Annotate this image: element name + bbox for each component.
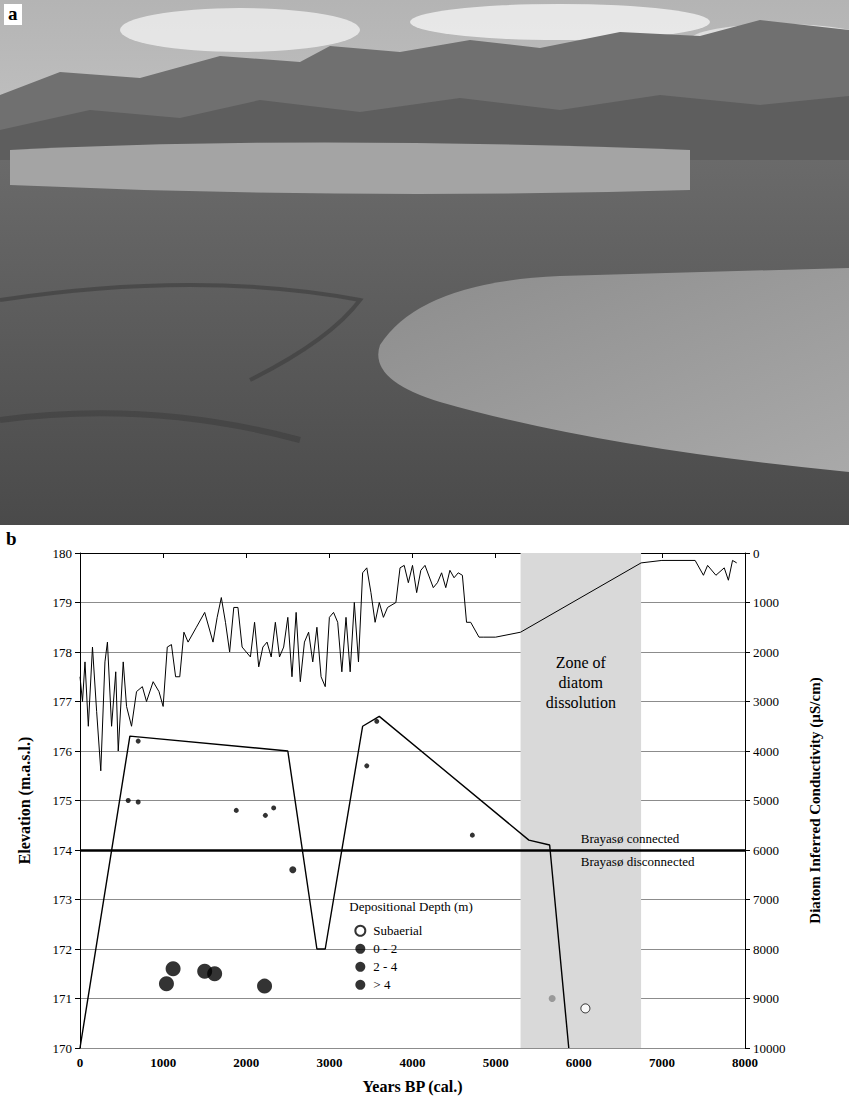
svg-text:172: 172 bbox=[53, 942, 73, 957]
svg-text:3000: 3000 bbox=[316, 1055, 342, 1070]
svg-text:7000: 7000 bbox=[753, 892, 779, 907]
svg-text:177: 177 bbox=[53, 694, 73, 709]
svg-text:Depositional Depth (m): Depositional Depth (m) bbox=[349, 899, 472, 914]
svg-text:180: 180 bbox=[53, 546, 73, 561]
svg-text:175: 175 bbox=[53, 793, 73, 808]
svg-text:dissolution: dissolution bbox=[546, 694, 616, 711]
svg-text:Subaerial: Subaerial bbox=[373, 923, 422, 938]
svg-text:0 - 2: 0 - 2 bbox=[373, 941, 397, 956]
svg-text:179: 179 bbox=[53, 595, 73, 610]
svg-text:6000: 6000 bbox=[566, 1055, 592, 1070]
svg-text:8000: 8000 bbox=[732, 1055, 758, 1070]
svg-text:4000: 4000 bbox=[400, 1055, 426, 1070]
svg-text:178: 178 bbox=[53, 645, 73, 660]
svg-text:Years BP (cal.): Years BP (cal.) bbox=[363, 1078, 463, 1096]
svg-text:a: a bbox=[8, 3, 18, 24]
svg-text:b: b bbox=[6, 528, 17, 549]
svg-text:5000: 5000 bbox=[753, 793, 779, 808]
svg-text:8000: 8000 bbox=[753, 942, 779, 957]
svg-text:2 - 4: 2 - 4 bbox=[373, 959, 397, 974]
svg-text:Diatom Inferred Conductivity (: Diatom Inferred Conductivity (µS/cm) bbox=[807, 677, 824, 923]
svg-text:0: 0 bbox=[77, 1055, 84, 1070]
svg-text:171: 171 bbox=[53, 991, 73, 1006]
svg-text:Zone of: Zone of bbox=[556, 654, 607, 671]
svg-text:170: 170 bbox=[53, 1041, 73, 1056]
svg-text:7000: 7000 bbox=[649, 1055, 675, 1070]
svg-text:> 4: > 4 bbox=[373, 977, 391, 992]
svg-text:5000: 5000 bbox=[483, 1055, 509, 1070]
svg-text:Brayasø disconnected: Brayasø disconnected bbox=[581, 854, 695, 869]
svg-text:diatom: diatom bbox=[559, 674, 604, 691]
svg-text:176: 176 bbox=[53, 744, 73, 759]
svg-text:3000: 3000 bbox=[753, 694, 779, 709]
svg-text:10000: 10000 bbox=[753, 1041, 786, 1056]
svg-text:Elevation (m.a.s.l.): Elevation (m.a.s.l.) bbox=[16, 737, 34, 865]
svg-text:174: 174 bbox=[53, 843, 73, 858]
svg-text:4000: 4000 bbox=[753, 744, 779, 759]
svg-text:2000: 2000 bbox=[753, 645, 779, 660]
svg-text:2000: 2000 bbox=[233, 1055, 259, 1070]
svg-text:1000: 1000 bbox=[150, 1055, 176, 1070]
svg-text:173: 173 bbox=[53, 892, 73, 907]
svg-text:1000: 1000 bbox=[753, 595, 779, 610]
svg-text:9000: 9000 bbox=[753, 991, 779, 1006]
svg-text:Brayasø connected: Brayasø connected bbox=[581, 831, 680, 846]
svg-text:6000: 6000 bbox=[753, 843, 779, 858]
svg-text:0: 0 bbox=[753, 546, 760, 561]
